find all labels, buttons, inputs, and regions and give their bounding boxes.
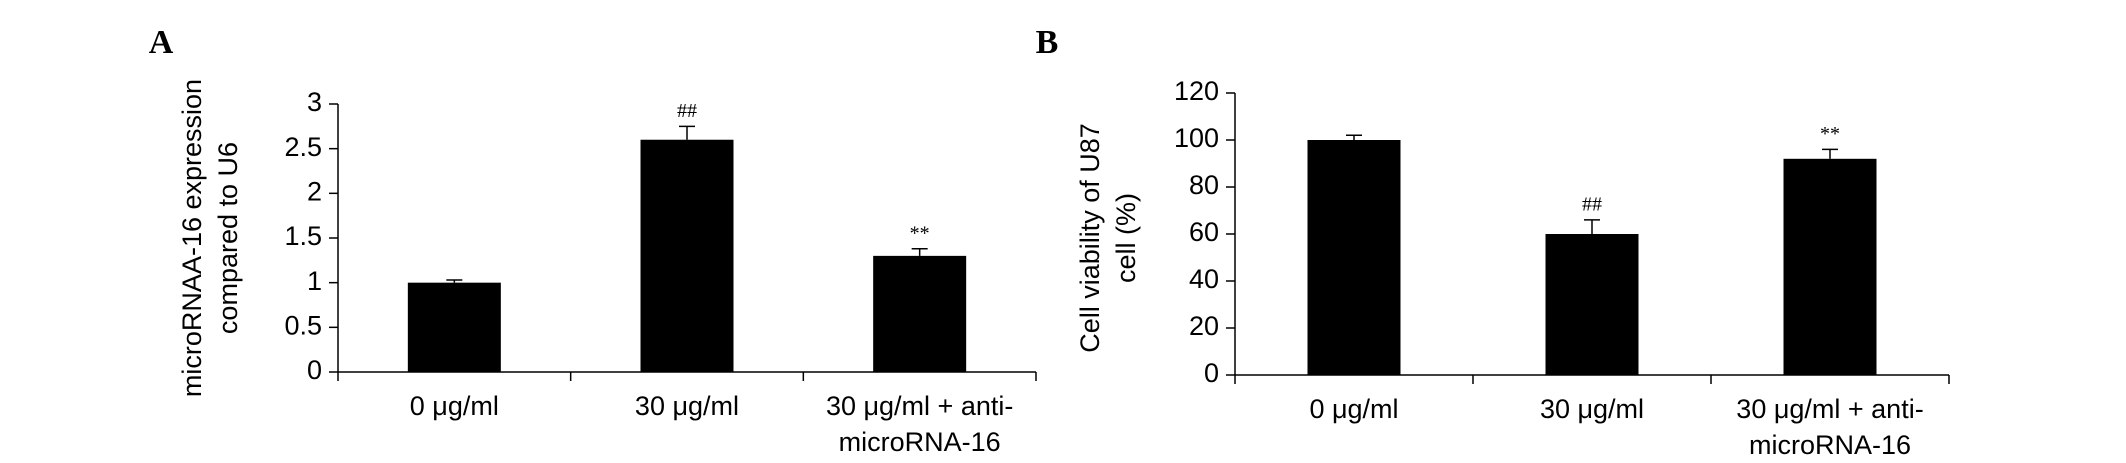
bar bbox=[407, 282, 501, 372]
y-tick-label: 3 bbox=[307, 87, 322, 117]
annotation: ** bbox=[910, 222, 930, 244]
bar bbox=[640, 139, 734, 372]
y-tick-label: 40 bbox=[1189, 264, 1219, 294]
y-axis-title: compared to U6 bbox=[213, 142, 243, 334]
y-tick-label: 20 bbox=[1189, 311, 1219, 341]
y-axis-title: microRNAA-16 expression bbox=[177, 79, 207, 397]
y-tick-label: 100 bbox=[1174, 123, 1219, 153]
y-tick-label: 1.5 bbox=[284, 221, 322, 251]
x-tick-label: 30 μg/ml + anti-microRNA-16 bbox=[1736, 394, 1924, 460]
error-bar bbox=[1822, 148, 1838, 159]
y-tick-label: 0 bbox=[307, 355, 322, 385]
error-bar bbox=[1346, 134, 1362, 140]
error-bar bbox=[911, 247, 928, 256]
panel-label: B bbox=[1036, 24, 1059, 61]
error-bar bbox=[1584, 219, 1600, 234]
x-tick-label: 0 μg/ml bbox=[1309, 394, 1399, 424]
y-tick-label: 0.5 bbox=[284, 310, 322, 340]
x-tick-label: 30 μg/ml bbox=[634, 391, 740, 421]
x-tick-label: 30 μg/ml bbox=[1539, 394, 1645, 424]
y-axis-title: cell (%) bbox=[1111, 193, 1141, 283]
annotation: ## bbox=[677, 100, 697, 122]
bar bbox=[1783, 158, 1877, 375]
bar bbox=[873, 255, 967, 372]
annotation: ## bbox=[1582, 193, 1602, 215]
y-tick-label: 0 bbox=[1204, 358, 1219, 388]
panel-label: A bbox=[149, 24, 174, 61]
bar bbox=[1545, 234, 1639, 375]
y-tick-label: 120 bbox=[1174, 76, 1219, 106]
y-tick-label: 1 bbox=[307, 266, 322, 296]
bar bbox=[1307, 140, 1401, 375]
error-bar bbox=[446, 279, 463, 283]
y-tick-label: 2 bbox=[307, 176, 322, 206]
annotation: ** bbox=[1820, 123, 1840, 145]
x-tick-label: 0 μg/ml bbox=[409, 391, 499, 421]
x-tick-label: 30 μg/ml + anti-microRNA-16 bbox=[825, 391, 1014, 457]
y-axis-title: Cell viability of U87 bbox=[1075, 123, 1105, 353]
y-tick-label: 2.5 bbox=[284, 132, 322, 162]
error-bar bbox=[679, 125, 695, 140]
y-tick-label: 80 bbox=[1189, 170, 1219, 200]
y-tick-label: 60 bbox=[1189, 217, 1219, 247]
